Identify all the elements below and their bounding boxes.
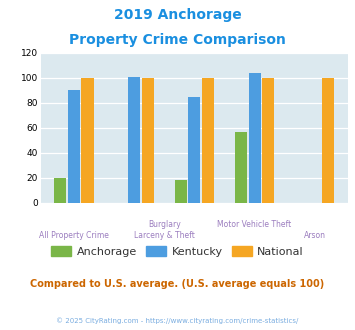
Bar [235,132,247,203]
Text: Burglary: Burglary [148,220,181,229]
Bar [248,73,261,203]
Bar [81,78,93,203]
Text: Arson: Arson [304,231,326,240]
Bar [322,78,334,203]
Bar [142,78,154,203]
Bar [202,78,214,203]
Text: Motor Vehicle Theft: Motor Vehicle Theft [218,220,292,229]
Bar [54,178,66,203]
Text: All Property Crime: All Property Crime [39,231,109,240]
Bar [175,181,187,203]
Text: Property Crime Comparison: Property Crime Comparison [69,33,286,47]
Text: Larceny & Theft: Larceny & Theft [134,231,195,240]
Bar [189,97,200,203]
Bar [262,78,274,203]
Bar [68,90,80,203]
Text: © 2025 CityRating.com - https://www.cityrating.com/crime-statistics/: © 2025 CityRating.com - https://www.city… [56,317,299,324]
Text: 2019 Anchorage: 2019 Anchorage [114,8,241,22]
Legend: Anchorage, Kentucky, National: Anchorage, Kentucky, National [47,242,308,261]
Bar [128,77,140,203]
Text: Compared to U.S. average. (U.S. average equals 100): Compared to U.S. average. (U.S. average … [31,279,324,289]
